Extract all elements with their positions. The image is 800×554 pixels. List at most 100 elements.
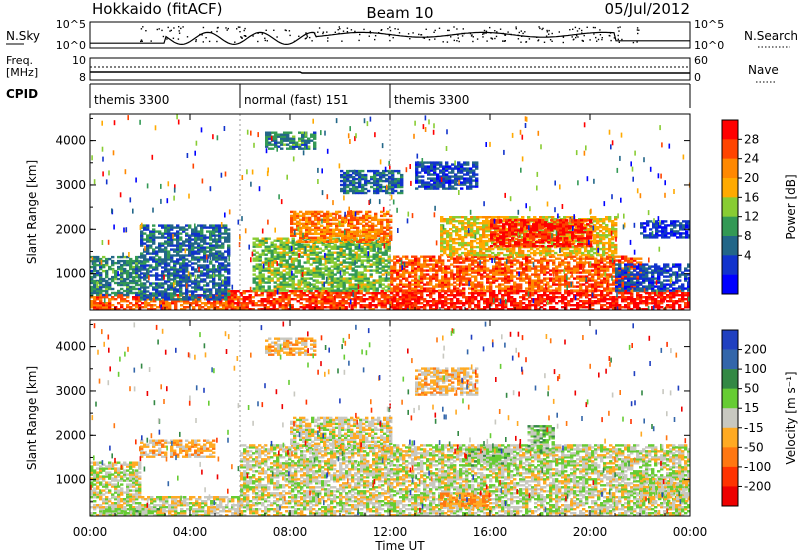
nsearch-dot — [284, 29, 286, 31]
data-cell — [552, 306, 556, 309]
data-cell — [267, 289, 271, 292]
data-cell — [564, 273, 568, 276]
data-cell — [369, 243, 373, 246]
data-cell — [483, 298, 487, 301]
data-cell — [164, 256, 168, 259]
data-cell — [579, 277, 583, 280]
data-cell — [242, 302, 246, 305]
data-cell — [474, 269, 478, 272]
data-cell — [332, 218, 336, 222]
data-cell — [501, 283, 505, 286]
data-cell — [324, 257, 328, 260]
data-cell — [144, 302, 148, 305]
data-cell — [227, 272, 231, 275]
nsearch-dot — [515, 28, 517, 30]
nsearch-dot — [471, 34, 473, 36]
data-cell — [315, 253, 319, 256]
data-cell — [299, 240, 303, 243]
data-cell — [543, 298, 547, 301]
data-cell — [447, 289, 451, 292]
data-cell — [342, 255, 346, 258]
data-cell — [504, 285, 508, 288]
data-cell — [402, 308, 406, 310]
data-cell — [260, 294, 264, 297]
data-cell — [135, 267, 139, 271]
data-cell — [143, 226, 147, 229]
data-cell — [362, 230, 366, 233]
nsearch-dot — [285, 29, 287, 32]
data-cell — [320, 234, 324, 237]
data-cell — [438, 298, 442, 301]
data-cell — [456, 287, 460, 290]
nsearch-dot — [549, 39, 552, 41]
data-cell — [456, 261, 460, 264]
nsearch-dot — [536, 36, 538, 38]
data-cell — [603, 296, 607, 299]
data-cell — [504, 277, 508, 280]
data-cell — [302, 224, 306, 227]
data-cell — [90, 279, 94, 283]
data-cell — [582, 277, 586, 280]
data-cell — [528, 289, 532, 292]
data-cell — [239, 302, 243, 305]
data-cell — [339, 255, 343, 258]
data-cell — [360, 261, 364, 264]
data-cell — [308, 296, 312, 299]
data-cell — [414, 292, 418, 295]
data-cell — [327, 243, 331, 246]
nsearch-dot — [334, 31, 336, 33]
data-cell — [143, 276, 147, 279]
data-cell — [311, 298, 315, 301]
data-cell — [96, 306, 100, 309]
data-cell — [537, 281, 541, 284]
data-cell — [353, 216, 357, 220]
data-cell — [501, 279, 505, 282]
data-cell — [276, 287, 280, 290]
data-cell — [318, 267, 322, 270]
data-cell — [273, 269, 277, 272]
data-cell — [258, 277, 262, 280]
data-cell — [96, 273, 100, 277]
data-cell — [354, 273, 358, 276]
data-cell — [143, 294, 147, 297]
data-cell — [188, 260, 192, 263]
data-cell — [483, 267, 487, 270]
data-cell — [450, 277, 454, 280]
data-cell — [582, 300, 586, 303]
data-cell — [281, 308, 285, 310]
data-cell — [654, 294, 658, 297]
data-cell — [155, 298, 159, 301]
data-cell — [609, 273, 613, 276]
data-cell — [462, 261, 466, 264]
data-cell — [270, 249, 274, 252]
data-cell — [426, 287, 430, 290]
data-cell — [320, 232, 324, 235]
data-cell — [309, 283, 313, 286]
data-cell — [537, 289, 541, 292]
data-cell — [480, 269, 484, 272]
data-cell — [567, 302, 571, 305]
data-cell — [252, 245, 256, 248]
data-cell — [291, 279, 295, 282]
data-cell — [582, 304, 586, 307]
data-cell — [546, 296, 550, 299]
data-cell — [161, 292, 165, 295]
data-cell — [633, 300, 637, 303]
nsearch-dot — [341, 40, 343, 42]
data-cell — [279, 247, 283, 250]
data-cell — [411, 261, 415, 264]
nsearch-dot — [447, 34, 449, 37]
data-cell — [432, 289, 436, 292]
data-cell — [215, 226, 219, 229]
data-cell — [603, 281, 607, 284]
data-cell — [344, 230, 348, 233]
data-cell — [534, 279, 538, 282]
data-cell — [377, 300, 381, 303]
data-cell — [315, 245, 319, 248]
data-cell — [468, 257, 472, 260]
data-cell — [588, 300, 592, 303]
data-cell — [191, 280, 195, 283]
data-cell — [423, 283, 427, 286]
data-cell — [525, 263, 529, 266]
data-cell — [165, 304, 169, 307]
